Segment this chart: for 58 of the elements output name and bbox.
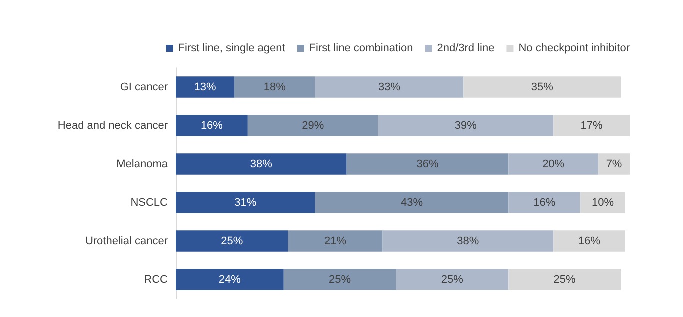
- data-label: 18%: [264, 81, 286, 94]
- bar: [176, 76, 234, 98]
- data-label: 13%: [194, 81, 216, 94]
- data-label: 38%: [457, 235, 480, 248]
- bar: [176, 192, 316, 214]
- bar: [176, 115, 248, 136]
- data-label: 36%: [416, 158, 439, 170]
- bar: [382, 230, 554, 252]
- data-label: 24%: [218, 274, 242, 286]
- bar: [176, 230, 288, 252]
- data-label: 16%: [578, 235, 601, 248]
- data-label: 16%: [200, 120, 224, 132]
- bar: [464, 76, 622, 98]
- legend-label: First line combination: [309, 42, 414, 54]
- data-label: 33%: [378, 81, 401, 94]
- y-tick-label: GI cancer: [120, 81, 168, 94]
- legend-label: First line, single agent: [178, 42, 286, 54]
- bar: [176, 154, 347, 175]
- data-label: 10%: [592, 196, 614, 209]
- data-label: 43%: [400, 196, 424, 209]
- bar: [598, 154, 630, 175]
- data-label: 20%: [542, 158, 565, 170]
- bar: [396, 269, 509, 290]
- y-tick-label: Urothelial cancer: [85, 235, 168, 248]
- bar: [315, 76, 464, 98]
- data-label: 25%: [329, 274, 352, 286]
- y-tick-label: Melanoma: [116, 158, 169, 170]
- data-label: 39%: [454, 120, 478, 132]
- data-label: 25%: [554, 274, 576, 286]
- data-label: 29%: [302, 120, 324, 132]
- data-label: 16%: [534, 196, 556, 209]
- bar: [508, 192, 581, 214]
- bar: [554, 115, 630, 136]
- bar: [554, 230, 626, 252]
- data-label: 21%: [324, 235, 347, 248]
- bar: [346, 154, 509, 175]
- y-tick-label: Head and neck cancer: [58, 120, 168, 132]
- bar: [176, 269, 284, 290]
- bar: [580, 192, 626, 214]
- data-label: 25%: [221, 235, 244, 248]
- bar: [378, 115, 554, 136]
- data-label: 35%: [531, 81, 554, 94]
- bar: [284, 269, 396, 290]
- y-tick-label: NSCLC: [130, 196, 168, 209]
- data-label: 7%: [606, 158, 622, 170]
- data-label: 25%: [441, 274, 464, 286]
- bar: [234, 76, 316, 98]
- bar: [248, 115, 378, 136]
- y-tick-label: RCC: [144, 274, 168, 286]
- legend-label: 2nd/3rd line: [437, 42, 495, 54]
- bar: [508, 269, 622, 290]
- bar: [315, 192, 509, 214]
- bar: [508, 154, 599, 175]
- bar: [288, 230, 383, 252]
- data-label: 17%: [580, 120, 604, 132]
- data-label: 38%: [250, 158, 273, 170]
- legend-label: No checkpoint inhibitor: [518, 42, 630, 54]
- data-label: 31%: [234, 196, 257, 209]
